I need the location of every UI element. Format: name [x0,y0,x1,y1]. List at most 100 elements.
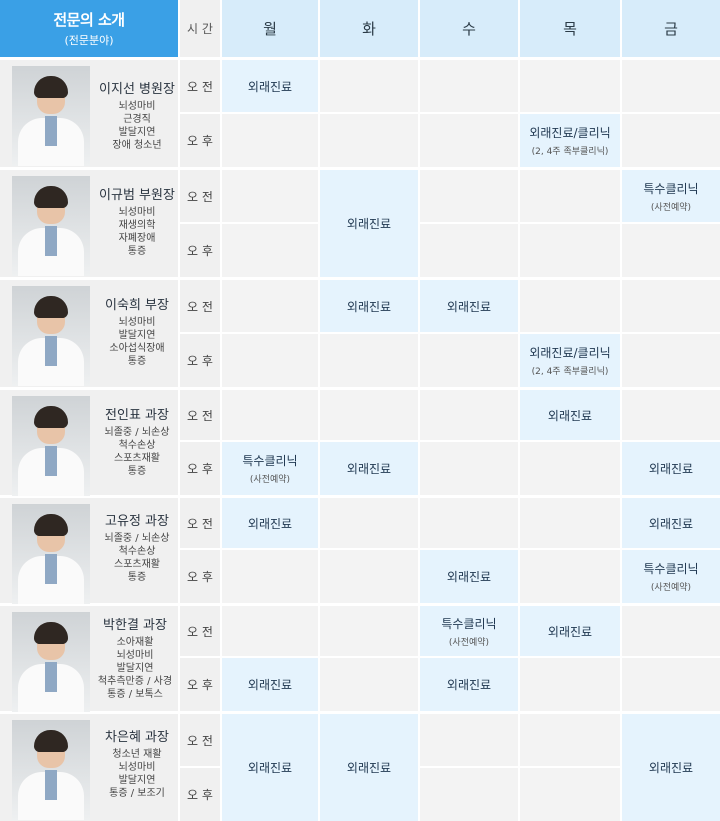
schedule-cell [520,170,620,222]
schedule-cell: 특수클리닉 (사전예약) [622,550,720,603]
doctor-specialty: 통증 [127,466,147,477]
doctor-photo [12,286,90,386]
schedule-cell: 외래진료 [222,60,318,112]
schedule-cell: 특수클리닉 (사전예약) [222,442,318,495]
schedule-cell [222,224,318,277]
schedule-cell [420,114,518,167]
doctor-specialty: 통증 [127,246,147,257]
cell-label: 외래진료 [648,462,694,476]
doctor-specialty: 척수손상 [118,546,156,557]
doctor-row: 이규범 부원장 뇌성마비 재생의학 자폐장애 통증 [0,170,178,277]
cell-label: 외래진료/클리닉 [529,126,611,140]
schedule-cell [420,442,518,495]
cell-label: 특수클리닉 [643,181,699,196]
schedule-cell: 외래진료 [222,714,318,821]
cell-label: 특수클리닉 [242,454,298,468]
schedule-cell: 외래진료 [320,170,418,277]
schedule-cell [222,606,318,656]
schedule-cell [222,280,318,332]
cell-label: 특수클리닉 [441,616,497,631]
schedule-cell: 외래진료 [520,606,620,656]
doctor-name: 차은혜 과장 [105,730,169,745]
schedule-cell [320,550,418,603]
doctor-photo [12,176,90,276]
schedule-cell [622,390,720,440]
doctor-row: 전인표 과장 뇌졸중 / 뇌손상 척수손상 스포츠재활 통증 [0,390,178,496]
cell-note: (사전예약) [448,637,490,648]
schedule-cell [622,334,720,387]
schedule-cell [622,280,720,332]
slot-am: 오 전 [180,498,220,548]
day-header-wed: 수 [420,0,518,57]
doctor-name: 이규범 부원장 [99,188,175,203]
slot-am: 오 전 [180,714,220,766]
doctor-info: 차은혜 과장 청소년 재활 뇌성마비 발달지연 통증 / 보조기 [96,726,178,800]
doctor-specialty: 통증 / 보톡스 [107,689,163,700]
schedule-cell: 외래진료 [622,498,720,548]
schedule-cell [520,60,620,112]
doctor-photo [12,396,90,496]
schedule-cell: 외래진료 [320,714,418,821]
doctor-specialty: 척수손상 [118,440,156,451]
schedule-cell [222,390,318,440]
schedule-cell [320,114,418,167]
doctor-photo [12,720,90,820]
schedule-cell: 외래진료 [420,658,518,711]
doctor-name: 고유정 과장 [105,514,169,529]
doctor-specialty: 장애 청소년 [112,140,162,151]
schedule-cell [520,550,620,603]
doctor-specialty: 근경직 [123,114,151,125]
doctor-photo [12,504,90,604]
schedule-cell [420,170,518,222]
slot-pm: 오 후 [180,550,220,603]
doctor-row: 고유정 과장 뇌졸중 / 뇌손상 척수손상 스포츠재활 통증 [0,498,178,604]
schedule-cell [622,60,720,112]
schedule-cell: 특수클리닉 (사전예약) [622,170,720,222]
doctor-specialty: 척추측만증 / 사경 [97,676,173,687]
schedule-cell: 특수클리닉 (사전예약) [420,606,518,656]
doctor-specialty: 뇌성마비 [118,762,156,773]
intro-header: 전문의 소개 (전문분야) [0,0,178,57]
schedule-cell [320,390,418,440]
schedule-cell: 외래진료 [420,280,518,332]
schedule-cell [222,114,318,167]
schedule-cell: 외래진료 [520,390,620,440]
schedule-cell: 외래진료/클리닉 (2, 4주 족부클리닉) [520,334,620,387]
doctor-specialty: 뇌졸중 / 뇌손상 [104,533,170,544]
doctor-info: 이숙희 부장 뇌성마비 발달지연 소아섭식장애 통증 [96,294,178,368]
schedule-cell [320,658,418,711]
schedule-cell [420,334,518,387]
doctor-specialty: 통증 [127,572,147,583]
schedule-cell [520,768,620,821]
doctor-row: 이숙희 부장 뇌성마비 발달지연 소아섭식장애 통증 [0,280,178,387]
cell-label: 외래진료/클리닉 [529,346,611,360]
schedule-cell [622,606,720,656]
cell-label: 외래진료 [346,462,392,476]
doctor-specialty: 뇌졸중 / 뇌손상 [104,427,170,438]
schedule-cell: 외래진료 [420,550,518,603]
doctor-row: 박한결 과장 소아재활 뇌성마비 발달지연 척추측만증 / 사경 통증 / 보톡… [0,606,178,712]
cell-label: 외래진료 [648,516,694,531]
doctor-specialty: 통증 / 보조기 [109,788,165,799]
schedule-cell [320,498,418,548]
slot-pm: 오 후 [180,334,220,387]
doctor-specialty: 스포츠재활 [114,453,160,464]
schedule-cell [320,334,418,387]
doctor-specialty: 뇌성마비 [116,650,154,661]
doctor-name: 이숙희 부장 [105,298,169,313]
schedule-cell: 외래진료 [622,714,720,821]
cell-label: 특수클리닉 [643,562,699,576]
slot-am: 오 전 [180,280,220,332]
slot-am: 오 전 [180,606,220,656]
doctor-specialty: 뇌성마비 [118,317,156,328]
cell-note: (2, 4주 족부클리닉) [531,147,609,157]
doctor-photo [12,66,90,166]
time-header: 시 간 [180,0,220,57]
cell-label: 외래진료 [247,678,293,692]
schedule-cell [420,768,518,821]
doctor-photo [12,612,90,712]
cell-note: (사전예약) [249,475,291,485]
schedule-cell [520,280,620,332]
cell-label: 외래진료 [547,408,593,423]
